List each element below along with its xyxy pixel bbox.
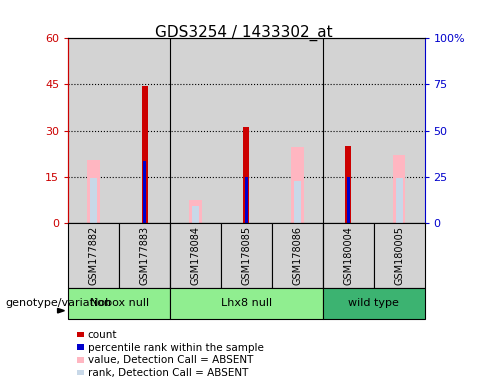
FancyBboxPatch shape <box>272 223 323 288</box>
Bar <box>272 38 323 223</box>
FancyBboxPatch shape <box>68 223 119 288</box>
Bar <box>87 160 100 223</box>
Text: GSM177883: GSM177883 <box>140 226 150 285</box>
Text: GSM177882: GSM177882 <box>89 226 99 285</box>
Bar <box>393 155 406 223</box>
Bar <box>323 38 374 223</box>
Bar <box>68 38 119 223</box>
Text: Lhx8 null: Lhx8 null <box>221 298 272 308</box>
FancyBboxPatch shape <box>221 223 272 288</box>
FancyBboxPatch shape <box>68 288 170 319</box>
Bar <box>346 177 350 223</box>
Text: percentile rank within the sample: percentile rank within the sample <box>88 343 264 353</box>
Bar <box>396 178 403 223</box>
FancyBboxPatch shape <box>374 223 425 288</box>
Text: GSM178084: GSM178084 <box>190 226 201 285</box>
Text: value, Detection Call = ABSENT: value, Detection Call = ABSENT <box>88 355 253 365</box>
Bar <box>90 178 97 223</box>
Bar <box>291 147 304 223</box>
Bar <box>221 38 272 223</box>
Bar <box>244 127 249 223</box>
Bar <box>345 146 351 223</box>
FancyBboxPatch shape <box>323 223 374 288</box>
Text: GSM180004: GSM180004 <box>343 226 353 285</box>
Text: rank, Detection Call = ABSENT: rank, Detection Call = ABSENT <box>88 368 248 378</box>
Bar <box>294 181 301 223</box>
FancyBboxPatch shape <box>170 288 323 319</box>
Polygon shape <box>58 308 64 313</box>
FancyBboxPatch shape <box>119 223 170 288</box>
Text: GDS3254 / 1433302_at: GDS3254 / 1433302_at <box>155 25 333 41</box>
Bar <box>77 332 83 337</box>
Bar <box>119 38 170 223</box>
Bar <box>77 370 83 375</box>
Bar <box>142 86 148 223</box>
Bar <box>192 206 199 223</box>
Text: Nobox null: Nobox null <box>90 298 149 308</box>
Bar <box>245 177 248 223</box>
Bar <box>143 161 146 223</box>
Text: count: count <box>88 330 117 340</box>
Bar <box>374 38 425 223</box>
Text: GSM178085: GSM178085 <box>242 226 251 285</box>
Bar <box>77 357 83 362</box>
Bar <box>77 344 83 350</box>
Text: GSM178086: GSM178086 <box>292 226 303 285</box>
FancyBboxPatch shape <box>323 288 425 319</box>
Text: wild type: wild type <box>348 298 399 308</box>
FancyBboxPatch shape <box>170 223 221 288</box>
Text: genotype/variation: genotype/variation <box>5 298 111 308</box>
Bar <box>189 200 202 223</box>
Bar <box>170 38 221 223</box>
Text: GSM180005: GSM180005 <box>394 226 404 285</box>
